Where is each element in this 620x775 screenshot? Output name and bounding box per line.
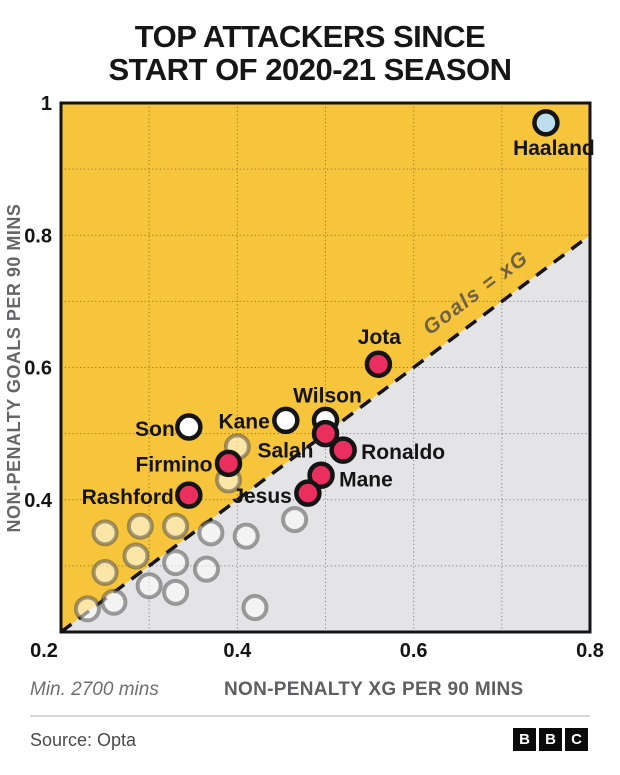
point-ronaldo	[329, 436, 357, 464]
unlabeled-player-point	[91, 519, 119, 547]
point-son	[175, 413, 203, 441]
footer-divider	[30, 715, 590, 717]
bbc-logo-block-c: C	[565, 728, 588, 751]
unlabeled-player-point	[122, 542, 150, 570]
min-minutes-note: Min. 2700 mins	[30, 679, 159, 700]
source-credit: Source: Opta	[30, 730, 137, 750]
unlabeled-player-point	[73, 595, 101, 623]
point-label-son: Son	[135, 418, 175, 441]
point-rashford	[175, 481, 203, 509]
point-label-firmino: Firmino	[136, 453, 213, 476]
x-axis-title: NON-PENALTY XG PER 90 MINS	[224, 679, 524, 700]
chart-title-line2: START OF 2020-21 SEASON	[108, 52, 512, 87]
point-label-ronaldo: Ronaldo	[361, 441, 445, 464]
point-jota	[364, 350, 393, 378]
y-tick-label: 0.8	[24, 225, 52, 247]
point-jesus	[294, 479, 322, 507]
point-label-wilson: Wilson	[293, 384, 362, 407]
unlabeled-player-point	[126, 512, 154, 540]
x-tick-label: 0.4	[223, 640, 252, 662]
corner-tick-label: 0.2	[30, 640, 58, 662]
x-tick-label: 0.8	[576, 640, 604, 662]
unlabeled-player-point	[162, 549, 190, 577]
unlabeled-player-point	[241, 594, 269, 622]
point-mane	[307, 461, 335, 490]
point-salah	[311, 419, 340, 448]
y-tick-label: 0.6	[24, 358, 52, 380]
point-label-salah: Salah	[257, 440, 313, 463]
point-label-mane: Mane	[339, 468, 393, 491]
point-haaland	[532, 109, 560, 137]
y-tick-label: 0.4	[24, 490, 53, 512]
unlabeled-player-point	[91, 558, 119, 586]
bbc-logo-block-b2: B	[539, 728, 562, 751]
point-label-jota: Jota	[358, 326, 402, 349]
point-kane	[272, 406, 300, 435]
point-label-rashford: Rashford	[82, 486, 174, 509]
point-label-kane: Kane	[218, 410, 269, 433]
point-firmino	[214, 449, 243, 478]
unlabeled-player-point	[135, 572, 163, 600]
point-label-haaland: Haaland	[513, 137, 595, 160]
unlabeled-player-point	[197, 519, 225, 547]
bbc-logo: B B C	[513, 728, 588, 751]
unlabeled-player-point	[162, 512, 190, 540]
chart-title-line1: TOP ATTACKERS SINCE	[134, 19, 486, 54]
bbc-logo-block-b1: B	[513, 728, 536, 751]
unlabeled-player-point	[100, 588, 128, 616]
x-tick-label: 0.6	[400, 640, 428, 662]
unlabeled-player-point	[232, 522, 260, 550]
chart-title: TOP ATTACKERS SINCE START OF 2020-21 SEA…	[0, 20, 620, 86]
y-axis-title: NON-PENALTY GOALS PER 90 MINS	[4, 203, 24, 533]
unlabeled-player-point	[192, 555, 220, 583]
plot-border	[59, 101, 592, 634]
unlabeled-player-point	[162, 578, 190, 606]
point-label-jesus: Jesus	[232, 485, 292, 508]
y-tick-label: 1	[41, 93, 52, 115]
unlabeled-player-point	[281, 506, 309, 534]
